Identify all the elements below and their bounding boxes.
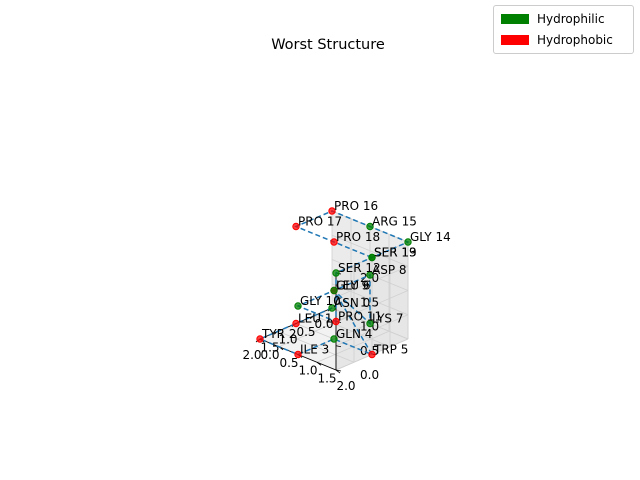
residue-label: ILE 3	[300, 343, 329, 357]
legend-label-hydrophilic: Hydrophilic	[537, 12, 605, 26]
legend: Hydrophilic Hydrophobic	[493, 5, 634, 54]
residue-point	[366, 222, 374, 231]
residue-point	[292, 222, 300, 231]
residue-point	[366, 271, 374, 279]
residue-label: PRO 18	[336, 230, 380, 244]
y-tick-label: 1.0	[298, 364, 317, 378]
grid-line	[335, 290, 409, 322]
residue-label: PRO 17	[298, 215, 342, 229]
residue-label: ASP 8	[372, 263, 407, 277]
residue-point	[292, 319, 300, 328]
tick-labels: 0.00.51.01.52.00.00.51.01.52.00.00.51.01…	[242, 271, 379, 393]
residue-point	[294, 350, 302, 359]
legend-item-hydrophilic: Hydrophilic	[501, 10, 605, 28]
legend-label-hydrophobic: Hydrophobic	[537, 33, 613, 47]
residue-point	[328, 207, 336, 215]
legend-swatch-hydrophilic	[501, 14, 529, 24]
residue-point	[328, 304, 336, 312]
x-tick-label: 1.5	[260, 340, 279, 354]
y-tick-label: 1.5	[317, 371, 336, 385]
x-tick-label: 0.5	[296, 325, 315, 339]
residue-point	[330, 286, 338, 295]
y-tick-label: 0.5	[279, 356, 298, 370]
residue-point	[332, 269, 340, 277]
residue-label: TRP 5	[373, 343, 408, 357]
residue-label: ASN 0	[334, 296, 370, 310]
residue-label: PRO 16	[334, 199, 378, 213]
residue-point	[256, 335, 264, 343]
residue-label: GLY 14	[410, 230, 451, 244]
y-tick-label: 2.0	[336, 379, 355, 393]
chain-polyline	[258, 210, 410, 357]
residue-label: SER 19	[374, 246, 417, 260]
residue-point	[330, 335, 338, 343]
x-tick-label: 1.0	[278, 333, 297, 347]
z-tick-label: 0.0	[360, 368, 379, 382]
residue-point	[366, 319, 374, 328]
z-tick	[335, 369, 342, 372]
residue-point	[332, 317, 340, 326]
x-tick-label: 0.0	[314, 317, 333, 331]
chart-title: Worst Structure	[271, 37, 385, 53]
residue-label: TYR 2	[261, 327, 296, 341]
legend-swatch-hydrophobic	[501, 35, 529, 45]
residue-label: GLN 4	[336, 327, 372, 341]
residue-label: SER 13	[374, 246, 417, 260]
residue-points	[256, 207, 412, 359]
legend-item-hydrophobic: Hydrophobic	[501, 31, 613, 49]
residue-point	[330, 238, 338, 246]
grid-line	[335, 265, 409, 298]
residue-point	[294, 302, 302, 310]
residue-label: LEU 6	[336, 279, 371, 293]
residue-label: LEU 1	[298, 312, 333, 326]
residue-point	[368, 253, 376, 262]
chain-path	[258, 210, 410, 357]
grid-line	[331, 234, 409, 267]
z-tick	[335, 345, 342, 348]
y-tick-label: 0.0	[260, 348, 279, 362]
residue-label: PRO 11	[338, 310, 382, 324]
residue-label: SER 12	[338, 261, 381, 275]
residue-label: LYS 7	[372, 312, 404, 326]
residue-label: GLY 10	[300, 294, 341, 308]
y-tick	[316, 361, 322, 366]
residue-label: ARG 15	[372, 215, 417, 229]
residue-point	[404, 238, 412, 246]
residue-label: GLY 9	[336, 279, 369, 293]
x-tick-label: 2.0	[242, 348, 261, 362]
residue-point	[368, 350, 376, 359]
